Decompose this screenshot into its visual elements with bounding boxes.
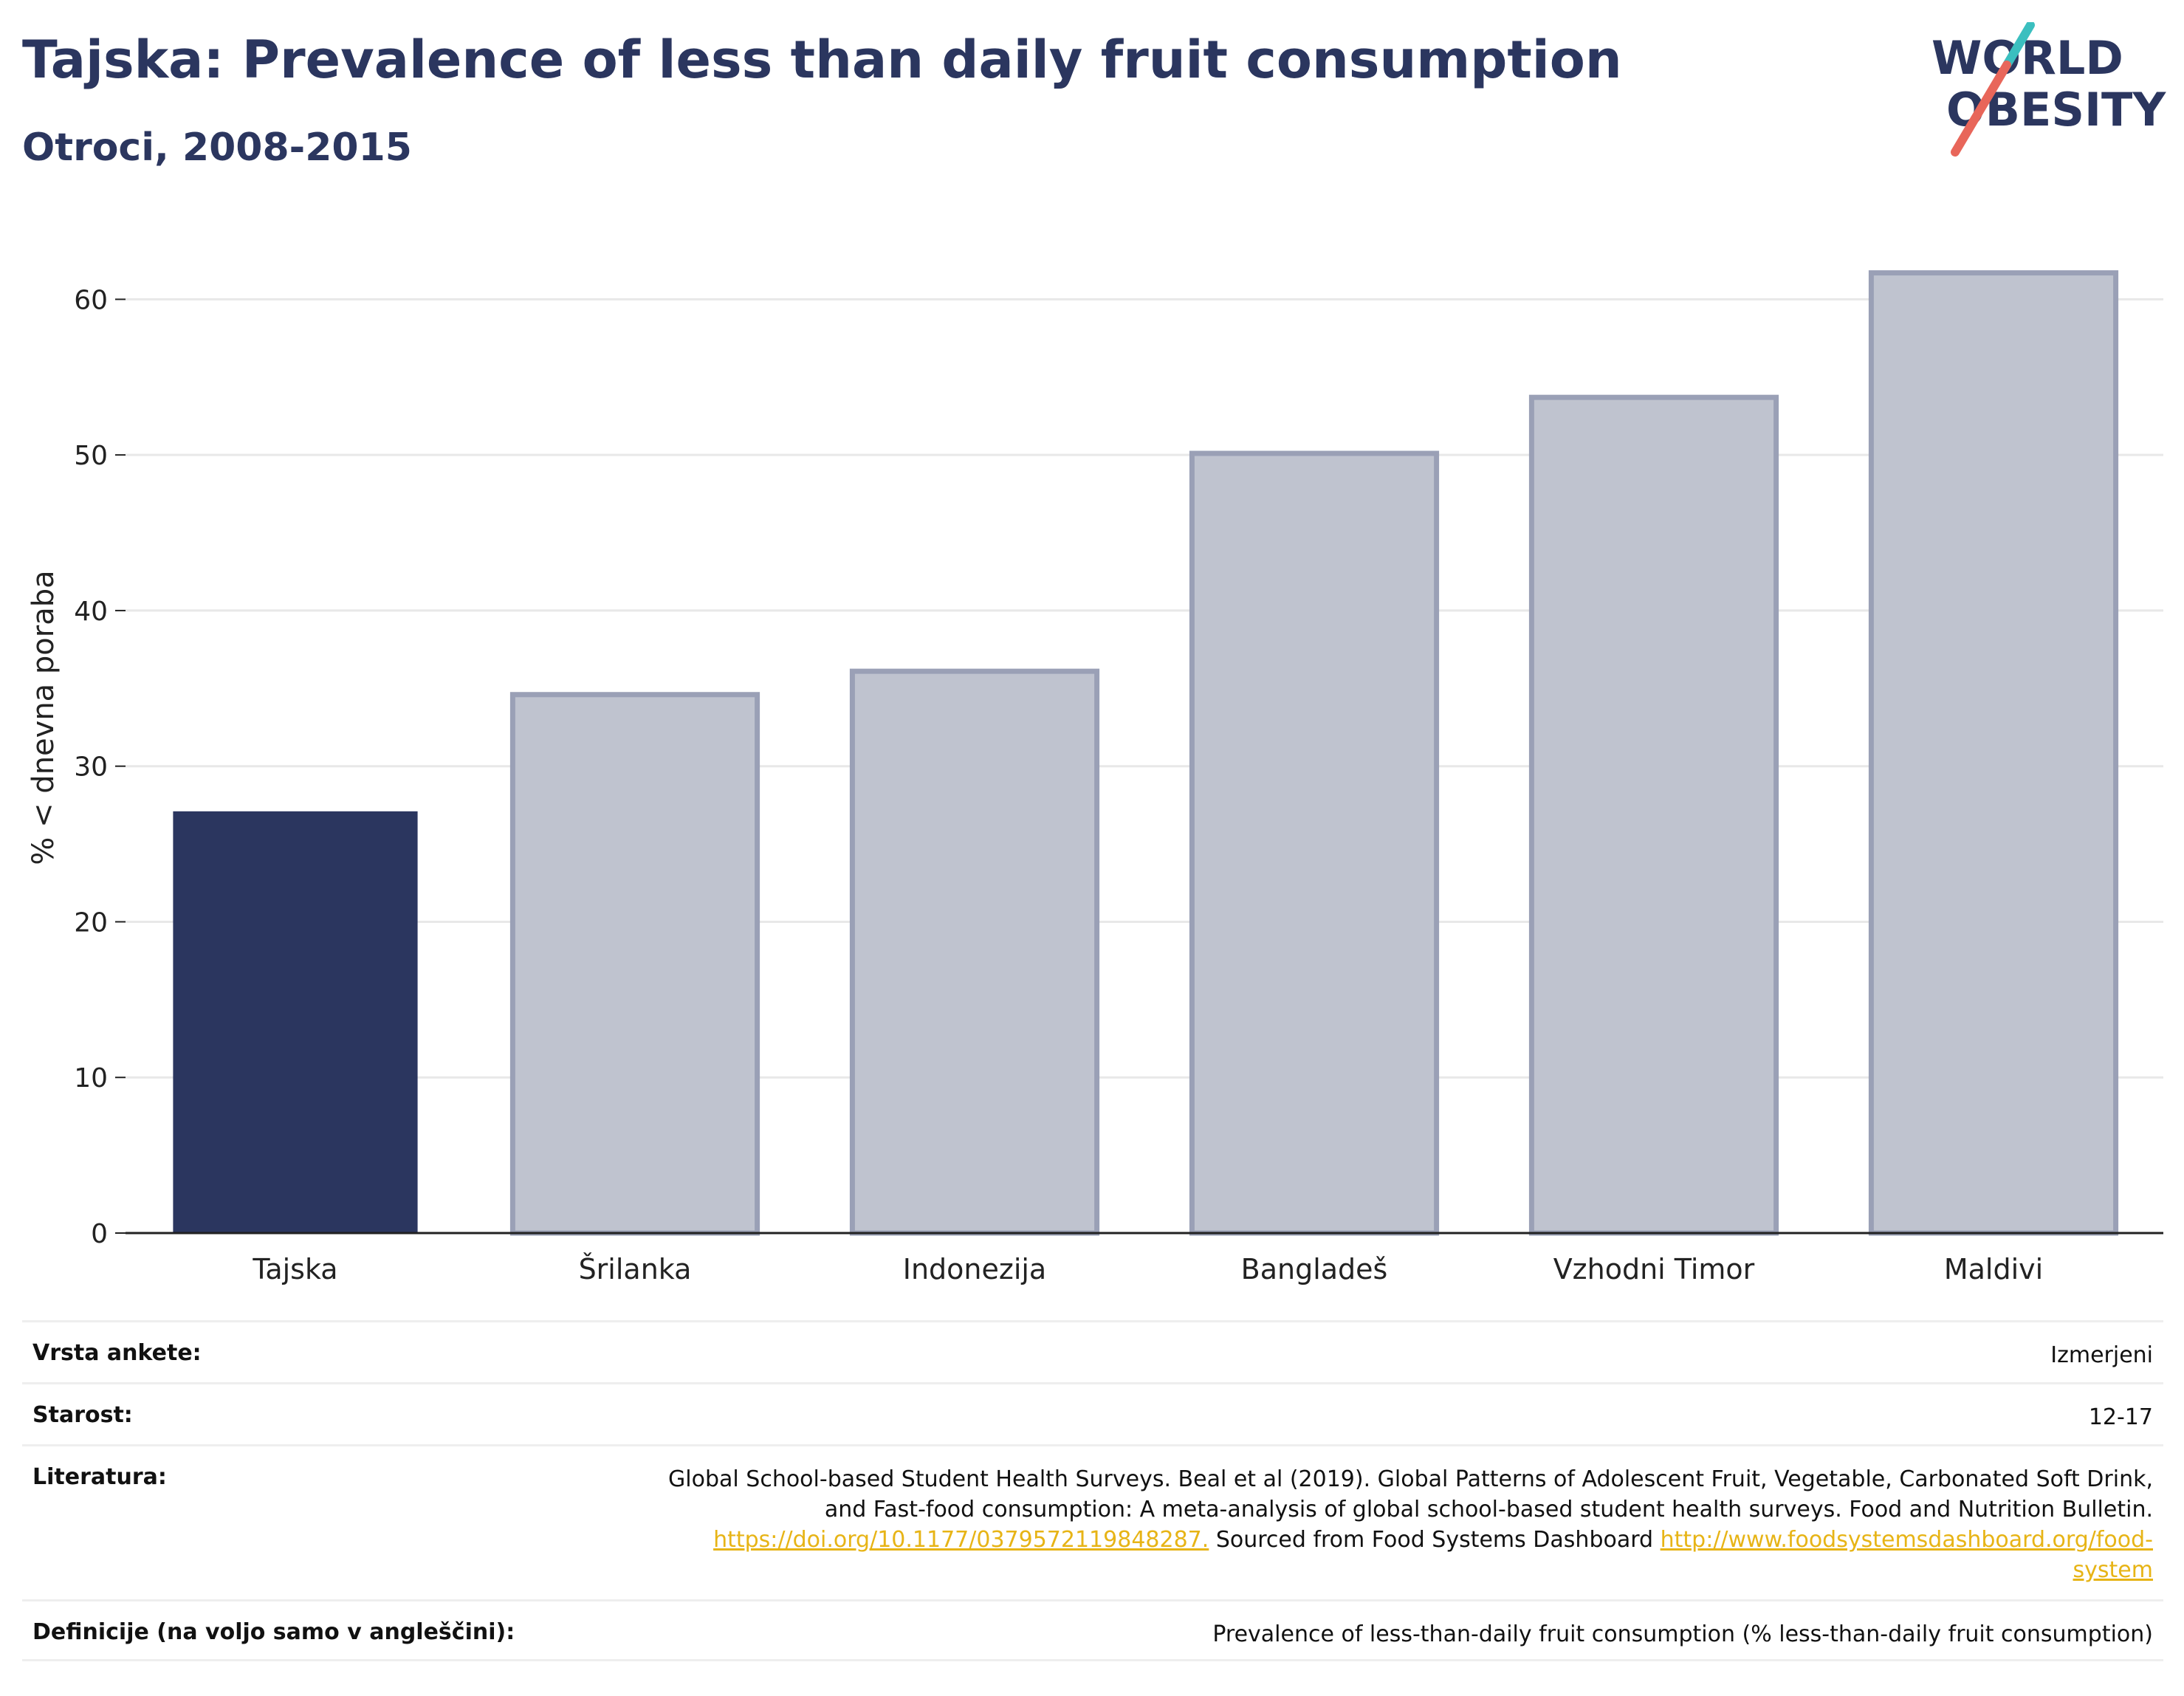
survey-type-value: Izmerjeni [2050, 1342, 2153, 1368]
y-tick-label-20: 20 [74, 907, 108, 938]
bar-tajska [173, 811, 418, 1233]
bar-vzhodni-timor [1528, 394, 1779, 1236]
chart-subtitle: Otroci, 2008-2015 [22, 126, 412, 170]
dashboard-link-continued[interactable]: system [2073, 1557, 2153, 1583]
y-tick-label-60: 60 [74, 285, 108, 315]
references-sourced-text: Sourced from Food Systems Dashboard [1209, 1527, 1661, 1553]
axes: 0 10 20 30 40 50 60 Tajska Šrilanka Indonezija Ban… [74, 285, 2163, 1285]
x-tick-label-0: Tajska [252, 1253, 337, 1285]
bar-chart: 0 10 20 30 40 50 60 Tajska Šrilanka Indonezija Ban… [27, 270, 2163, 1285]
y-tick-label-0: 0 [91, 1219, 108, 1249]
x-tick-label-2: Indonezija [903, 1253, 1046, 1285]
chart-title: Tajska: Prevalence of less than daily fr… [22, 30, 1622, 90]
x-tick-label-1: Šrilanka [579, 1253, 692, 1285]
logo-text-world: WORLD [1931, 31, 2123, 85]
x-tick-label-5: Maldivi [1944, 1253, 2043, 1285]
meta-row-definitions: Definicije (na voljo samo v angleščini):… [22, 1599, 2163, 1661]
meta-row-references: Literatura: Global School-based Student … [22, 1444, 2163, 1599]
definitions-label: Definicije (na voljo samo v angleščini): [32, 1619, 515, 1645]
bar-bangladeš [1189, 450, 1440, 1236]
logo-slash-red [1951, 61, 2011, 157]
y-tick-label-30: 30 [74, 752, 108, 783]
gridlines [126, 298, 2163, 1079]
references-value: Global School-based Student Health Surve… [668, 1464, 2153, 1585]
references-line-2: and Fast-food consumption: A meta-analys… [824, 1497, 2153, 1522]
meta-row-age: Starost: 12-17 [22, 1382, 2163, 1444]
y-axis-label: % < dnevna poraba [27, 570, 61, 865]
metadata-table: Vrsta ankete: Izmerjeni Starost: 12-17 L… [22, 1320, 2163, 1661]
logo-slash-teal [2002, 22, 2035, 69]
y-tick-label-40: 40 [74, 597, 108, 627]
references-label: Literatura: [32, 1464, 167, 1490]
definitions-value: Prevalence of less-than-daily fruit cons… [1212, 1621, 2153, 1647]
doi-link[interactable]: https://doi.org/10.1177/0379572119848287… [713, 1527, 1209, 1553]
meta-row-survey: Vrsta ankete: Izmerjeni [22, 1320, 2163, 1382]
age-label: Starost: [32, 1402, 133, 1428]
x-tick-label-4: Vzhodni Timor [1553, 1253, 1755, 1285]
world-obesity-logo: WORLD OBESITY [1931, 22, 2166, 157]
y-tick-label-10: 10 [74, 1063, 108, 1094]
age-value: 12-17 [2088, 1404, 2153, 1430]
bars [173, 270, 2119, 1236]
bar-indonezija [849, 668, 1100, 1236]
survey-type-label: Vrsta ankete: [32, 1340, 202, 1366]
dashboard-link[interactable]: http://www.foodsystemsdashboard.org/food… [1660, 1527, 2153, 1553]
bar-šrilanka [509, 692, 760, 1236]
bar-maldivi [1868, 270, 2119, 1236]
references-line-1: Global School-based Student Health Surve… [668, 1466, 2153, 1492]
y-tick-label-50: 50 [74, 441, 108, 471]
x-tick-label-3: Bangladeš [1241, 1253, 1388, 1285]
